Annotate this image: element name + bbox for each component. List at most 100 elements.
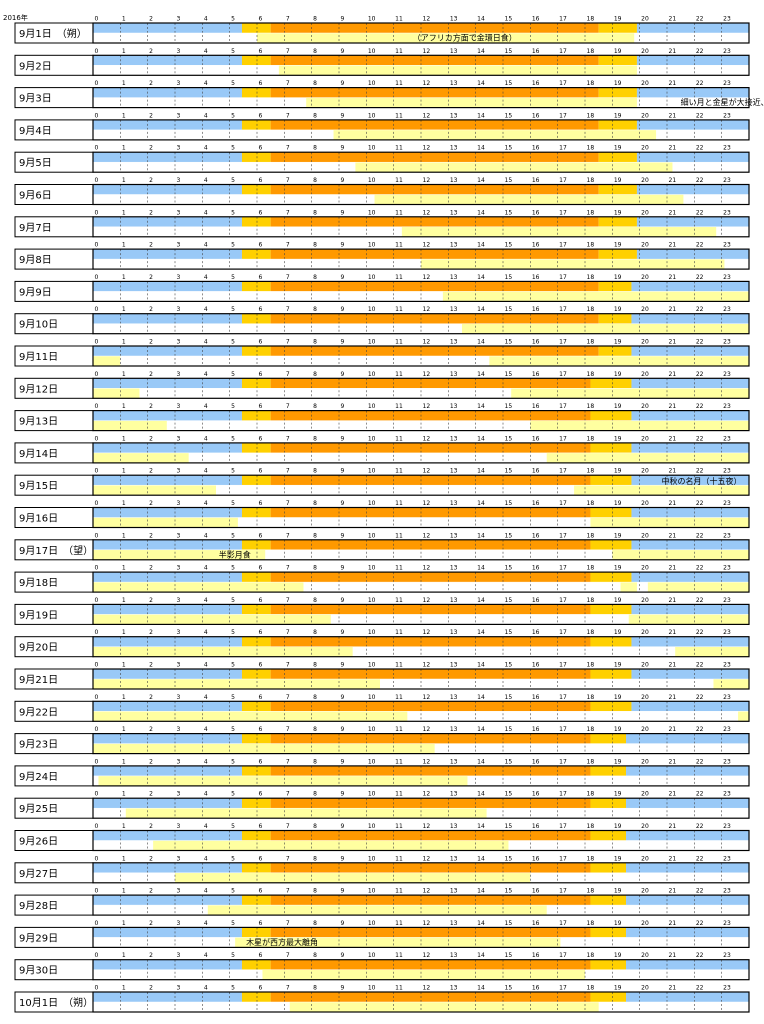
hour-tick-label: 15 bbox=[505, 823, 513, 830]
hour-tick-label: 4 bbox=[204, 177, 208, 184]
night-segment bbox=[93, 475, 242, 486]
moon-visible-segment bbox=[153, 840, 509, 851]
hour-tick-label: 4 bbox=[204, 145, 208, 152]
hour-tick-label: 10 bbox=[368, 791, 376, 798]
hour-tick-label: 4 bbox=[204, 629, 208, 636]
hour-tick-label: 0 bbox=[95, 16, 99, 23]
hour-tick-label: 2 bbox=[149, 920, 153, 927]
hour-tick-label: 19 bbox=[614, 339, 622, 346]
night-segment bbox=[93, 119, 242, 130]
hour-tick-label: 23 bbox=[723, 306, 731, 313]
row-frame bbox=[92, 216, 750, 238]
hour-tick-label: 5 bbox=[231, 274, 235, 281]
row-frame bbox=[92, 700, 750, 722]
hour-tick-label: 9 bbox=[341, 339, 345, 346]
hour-tick-label: 1 bbox=[122, 177, 126, 184]
day-row: 0 1 2 3 4 5 6 7 8 9 10 11 12 13 14 15 16 17 18 19 20 21 22 239月… bbox=[14, 888, 750, 916]
hour-tick-label: 20 bbox=[641, 565, 649, 572]
moon-visible-segment bbox=[333, 129, 657, 140]
night-segment bbox=[93, 249, 242, 260]
moon-visible-segment bbox=[93, 356, 121, 366]
hour-tick-label: 7 bbox=[286, 726, 290, 733]
hour-tick-label: 6 bbox=[259, 242, 263, 249]
hour-tick-label: 10 bbox=[368, 565, 376, 572]
hour-tick-label: 1 bbox=[122, 920, 126, 927]
hour-tick-label: 6 bbox=[259, 306, 263, 313]
hour-tick-label: 4 bbox=[204, 694, 208, 701]
day-row: 0 1 2 3 4 5 6 7 8 9 10 11 12 13 14 15 16 17 18 19 20 21 22 239月… bbox=[14, 468, 750, 496]
hour-tick-label: 2 bbox=[149, 532, 153, 539]
twilight-segment bbox=[590, 410, 632, 421]
hour-tick-label: 23 bbox=[723, 985, 731, 992]
date-label: 9月1日 （朔） bbox=[19, 27, 87, 40]
hour-tick-label: 2 bbox=[149, 339, 153, 346]
hour-tick-label: 0 bbox=[95, 791, 99, 798]
moon-visible-segment bbox=[93, 679, 380, 689]
hour-tick-label: 0 bbox=[95, 597, 99, 604]
hour-tick-label: 2 bbox=[149, 48, 153, 55]
hour-tick-label: 7 bbox=[286, 112, 290, 119]
hour-tick-label: 9 bbox=[341, 145, 345, 152]
hour-tick-label: 12 bbox=[423, 758, 431, 765]
date-label: 9月18日 bbox=[19, 577, 58, 589]
night-segment bbox=[93, 410, 242, 421]
hour-tick-label: 22 bbox=[696, 888, 704, 895]
hour-tick-label: 12 bbox=[423, 80, 431, 87]
hour-tick-label: 11 bbox=[395, 112, 403, 119]
day-row: 0 1 2 3 4 5 6 7 8 9 10 11 12 13 14 15 16 17 18 19 20 21 22 239月… bbox=[14, 403, 750, 432]
hour-tick-label: 0 bbox=[95, 985, 99, 992]
hour-tick-label: 7 bbox=[286, 145, 290, 152]
hour-tick-label: 22 bbox=[696, 274, 704, 281]
hour-tick-label: 16 bbox=[532, 662, 540, 669]
hour-tick-label: 22 bbox=[696, 920, 704, 927]
hour-tick-label: 7 bbox=[286, 985, 290, 992]
twilight-segment bbox=[241, 798, 271, 809]
hour-tick-label: 8 bbox=[313, 920, 317, 927]
hour-tick-label: 9 bbox=[341, 403, 345, 410]
hour-tick-label: 5 bbox=[231, 112, 235, 119]
day-row: 0 1 2 3 4 5 6 7 8 9 10 11 12 13 14 15 16 17 18 19 20 21 22 239月… bbox=[14, 694, 750, 722]
hour-tick-label: 2 bbox=[149, 435, 153, 442]
hour-tick-label: 18 bbox=[587, 888, 595, 895]
hour-tick-label: 19 bbox=[614, 306, 622, 313]
daylight-segment bbox=[270, 313, 599, 324]
hour-tick-label: 10 bbox=[368, 242, 376, 249]
moon-visible-segment bbox=[93, 485, 216, 496]
hour-tick-label: 20 bbox=[641, 435, 649, 442]
hour-tick-label: 7 bbox=[286, 694, 290, 701]
hour-tick-label: 17 bbox=[559, 112, 567, 119]
hour-tick-label: 20 bbox=[641, 920, 649, 927]
moon-visible-segment bbox=[620, 582, 637, 593]
hour-tick-label: 3 bbox=[177, 597, 181, 604]
day-row: 0 1 2 3 4 5 6 7 8 9 10 11 12 13 14 15 16 17 18 19 20 21 22 239月… bbox=[14, 791, 750, 819]
hour-tick-label: 21 bbox=[669, 274, 677, 281]
hour-tick-label: 6 bbox=[259, 209, 263, 216]
hour-tick-label: 15 bbox=[505, 80, 513, 87]
hour-tick-label: 21 bbox=[669, 306, 677, 313]
night-segment bbox=[93, 895, 242, 906]
hour-tick-label: 19 bbox=[614, 435, 622, 442]
hour-tick-label: 13 bbox=[450, 985, 458, 992]
hour-tick-label: 5 bbox=[231, 565, 235, 572]
hour-tick-label: 0 bbox=[95, 662, 99, 669]
hour-tick-label: 15 bbox=[505, 758, 513, 765]
hour-tick-label: 16 bbox=[532, 209, 540, 216]
hour-tick-label: 13 bbox=[450, 306, 458, 313]
hour-tick-label: 5 bbox=[231, 403, 235, 410]
hour-tick-label: 16 bbox=[532, 16, 540, 23]
hour-tick-label: 12 bbox=[423, 920, 431, 927]
twilight-segment bbox=[598, 87, 637, 98]
hour-tick-label: 1 bbox=[122, 435, 126, 442]
hour-tick-label: 18 bbox=[587, 371, 595, 378]
moon-visible-segment bbox=[675, 646, 749, 657]
hour-tick-label: 8 bbox=[313, 403, 317, 410]
hour-tick-label: 10 bbox=[368, 177, 376, 184]
hour-tick-label: 20 bbox=[641, 888, 649, 895]
hour-tick-label: 10 bbox=[368, 112, 376, 119]
hour-tick-label: 7 bbox=[286, 888, 290, 895]
hour-tick-label: 12 bbox=[423, 888, 431, 895]
hour-tick-label: 14 bbox=[477, 985, 485, 992]
twilight-segment bbox=[598, 152, 637, 163]
hour-tick-label: 11 bbox=[395, 16, 403, 23]
hour-tick-label: 20 bbox=[641, 48, 649, 55]
